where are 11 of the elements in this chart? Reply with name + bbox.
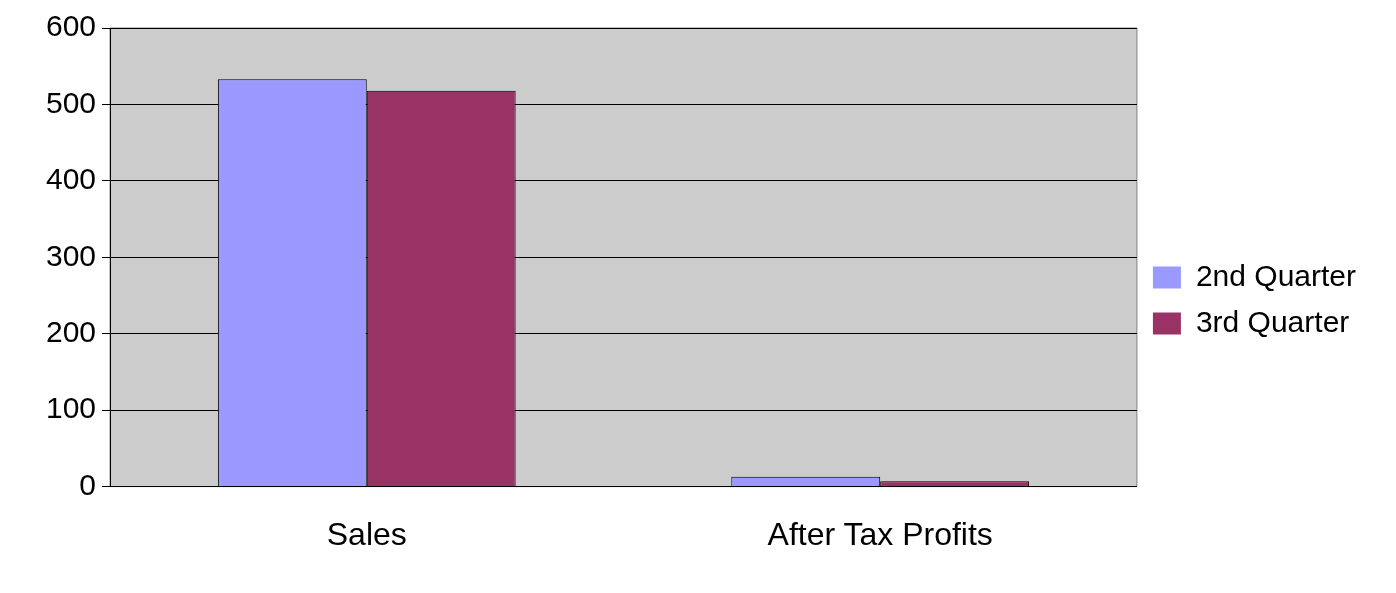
x-tick-label: Sales	[326, 515, 407, 552]
y-tick-label: 300	[45, 238, 97, 272]
y-tick-label: 400	[45, 162, 97, 196]
y-tick-label: 0	[79, 467, 97, 501]
y-tick-label: 500	[45, 85, 97, 119]
y-tick-label: 200	[45, 315, 97, 348]
y-tick-label: 600	[45, 9, 97, 43]
legend-label: 2nd Quarter	[1195, 258, 1357, 292]
y-tick-label: 100	[45, 391, 97, 425]
x-tick-label: After Tax Profits	[767, 515, 993, 552]
legend-label: 3rd Quarter	[1195, 304, 1350, 338]
